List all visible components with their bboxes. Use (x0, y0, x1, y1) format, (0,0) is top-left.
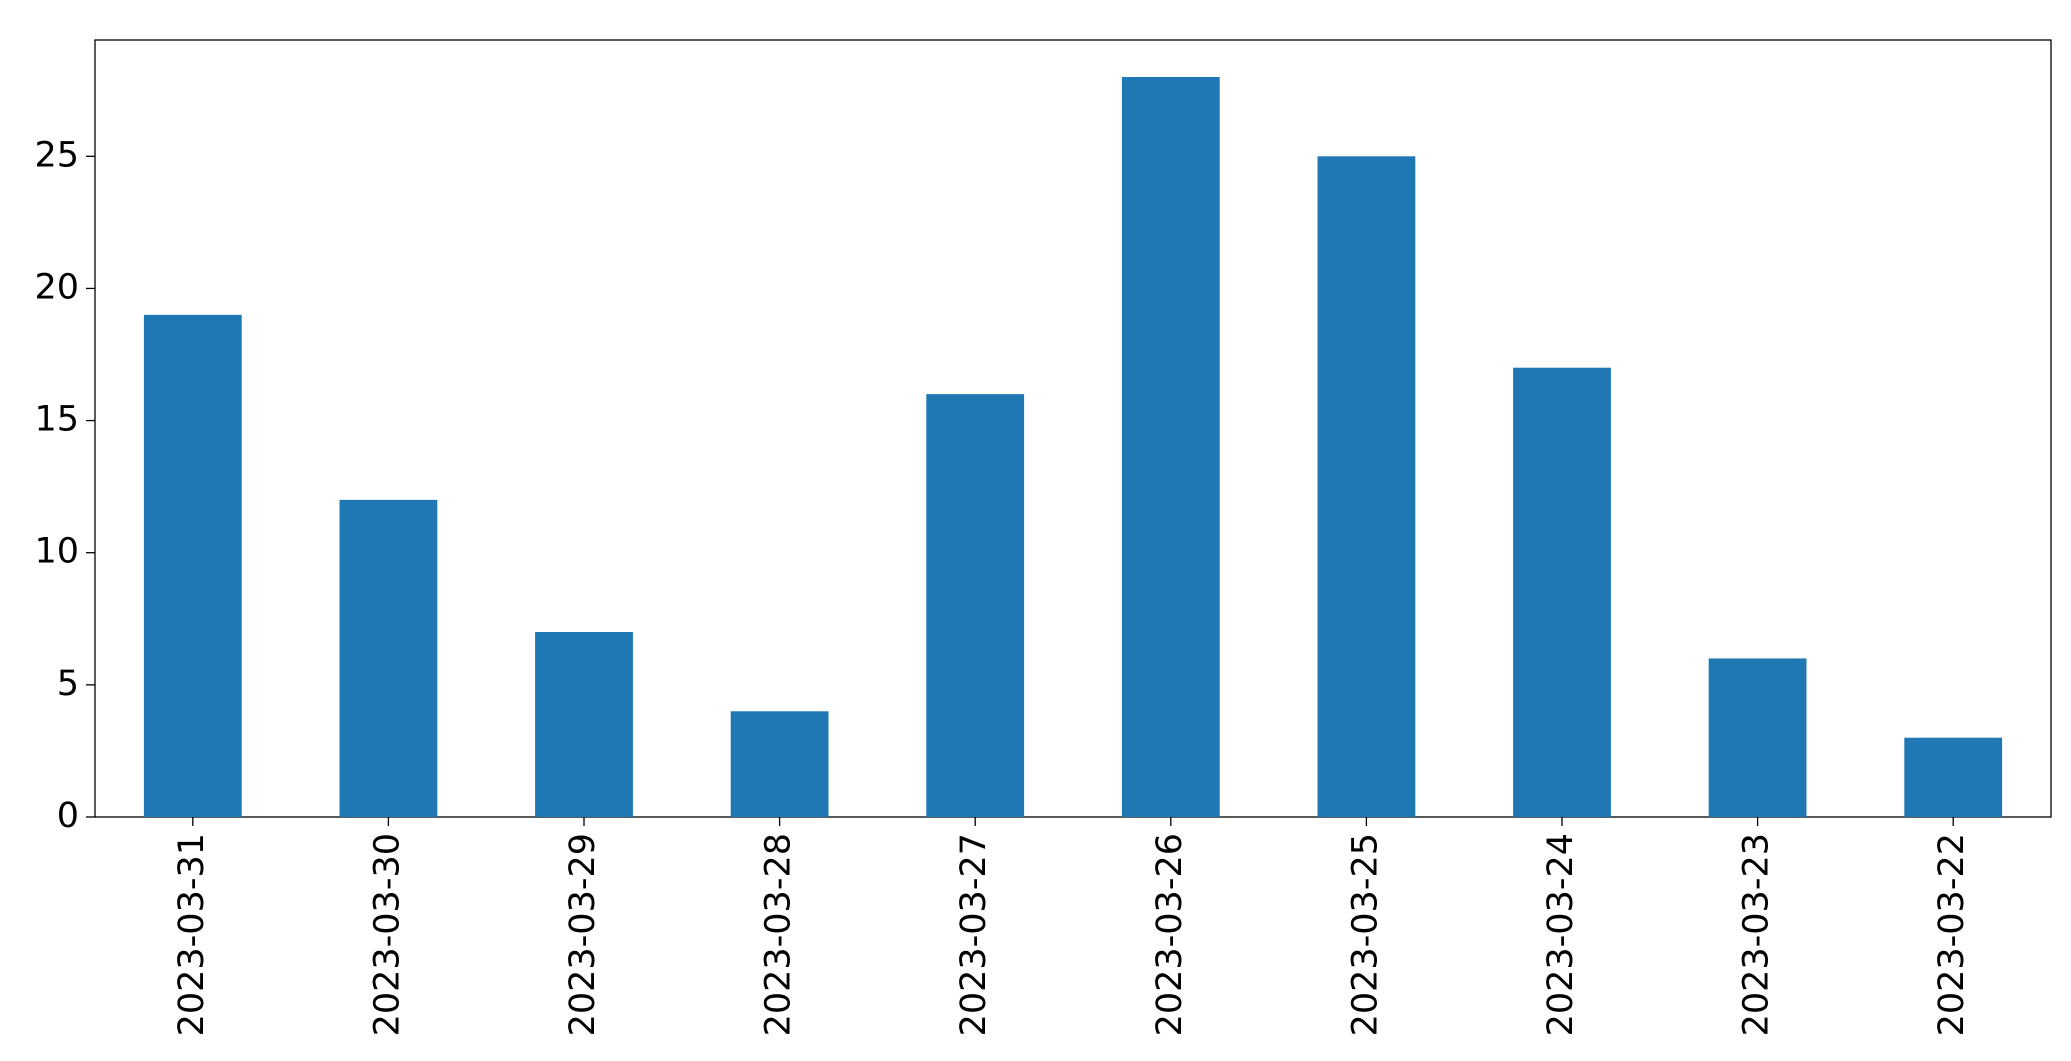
x-tick-label: 2023-03-23 (1737, 833, 1777, 1036)
x-tick-label: 2023-03-31 (172, 833, 212, 1036)
x-tick-label: 2023-03-28 (759, 833, 799, 1036)
y-tick-label: 25 (34, 135, 79, 175)
bar (1513, 367, 1611, 817)
x-tick-label: 2023-03-24 (1541, 833, 1581, 1036)
bar (1904, 737, 2003, 817)
bar (143, 314, 242, 817)
y-tick-label: 15 (34, 400, 79, 440)
x-tick-label: 2023-03-25 (1345, 833, 1385, 1036)
bar (535, 632, 633, 817)
bar (1317, 156, 1416, 818)
bar (339, 499, 438, 817)
y-tick-label: 10 (34, 532, 79, 572)
bar (1708, 658, 1807, 817)
bar (1121, 77, 1220, 817)
y-tick-label: 5 (57, 664, 79, 704)
y-tick-label: 0 (57, 796, 79, 836)
bar (730, 711, 829, 817)
y-tick-label: 20 (34, 267, 79, 307)
x-tick-label: 2023-03-22 (1932, 833, 1972, 1036)
x-tick-label: 2023-03-27 (954, 833, 994, 1036)
x-tick-label: 2023-03-30 (367, 833, 407, 1036)
plot-frame (94, 39, 2052, 818)
x-tick-label: 2023-03-29 (563, 833, 603, 1036)
x-tick-label: 2023-03-26 (1150, 833, 1190, 1036)
bar (926, 394, 1025, 817)
